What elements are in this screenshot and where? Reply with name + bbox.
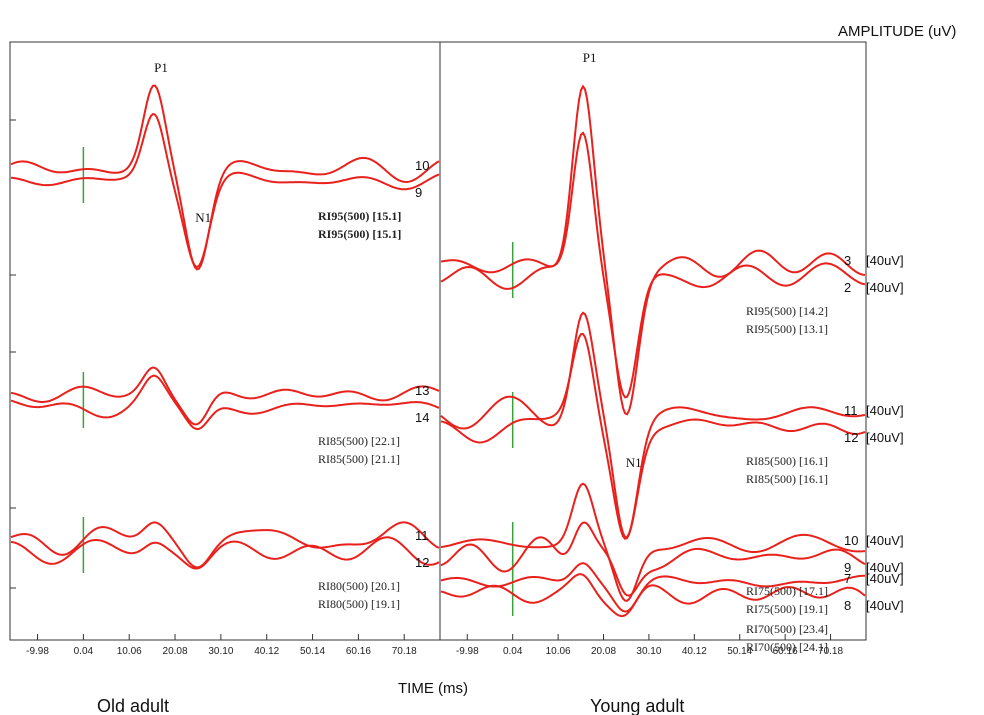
plot-frame [9, 41, 867, 641]
peak-label-n1: N1 [195, 210, 211, 225]
x-tick-label: 20.08 [163, 646, 188, 657]
trace-labels: RI95(500) [15.1] RI95(500) [15.1] 10 9 RI85(… [154, 50, 903, 654]
waveform-trace [440, 332, 866, 540]
x-tick-label: 0.04 [503, 646, 523, 657]
trace-scale: [40uV] [866, 280, 904, 295]
trace-number: 9 [844, 560, 851, 575]
trace-label: RI75(500) [17.1] [746, 584, 828, 598]
waveform-trace [440, 521, 866, 597]
trace-label: RI80(500) [20.1] [318, 579, 400, 593]
x-tick-label: 20.08 [591, 646, 616, 657]
x-tick-label: 10.06 [546, 646, 571, 657]
waveform-trace [440, 562, 865, 613]
x-tick-label: 0.04 [74, 646, 94, 657]
trace-label: RI85(500) [21.1] [318, 452, 400, 466]
trace-label: RI95(500) [14.2] [746, 304, 828, 318]
trace-label: RI85(500) [16.1] [746, 472, 828, 486]
trace-scale: [40uV] [866, 598, 904, 613]
trace-scale: [40uV] [866, 533, 904, 548]
trace-number: 12 [844, 430, 858, 445]
waveform-trace [440, 84, 866, 416]
trace-label: RI80(500) [19.1] [318, 597, 400, 611]
x-tick-label: -9.98 [456, 646, 479, 657]
trace-label: RI70(500) [24.1] [746, 640, 828, 654]
trace-number: 3 [844, 253, 851, 268]
x-tick-label: 60.16 [773, 646, 798, 657]
waveform-trace [440, 573, 866, 618]
x-tick-label: 60.16 [346, 646, 371, 657]
trace-label: RI85(500) [22.1] [318, 434, 400, 448]
trace-number: 13 [415, 383, 429, 398]
panel-title-old: Old adult [97, 696, 169, 715]
trace-label: RI95(500) [13.1] [746, 322, 828, 336]
x-tick-label: 40.12 [254, 646, 279, 657]
trace-label: RI95(500) [15.1] [318, 227, 401, 241]
x-tick-label: 70.18 [818, 646, 843, 657]
trace-number: 7 [844, 571, 851, 586]
waveform-trace [440, 131, 866, 399]
waveform-trace [10, 366, 440, 426]
trace-scale: [40uV] [866, 253, 904, 268]
trace-number: 10 [415, 158, 429, 173]
trace-number: 10 [844, 533, 858, 548]
trace-scale: [40uV] [866, 430, 904, 445]
trace-label: RI95(500) [15.1] [318, 209, 401, 223]
trace-scale: [40uV] [866, 560, 904, 575]
peak-label-p1: P1 [583, 50, 597, 65]
x-tick-label: -9.98 [26, 646, 49, 657]
trace-number: 11 [844, 403, 858, 418]
x-tick-label: 30.10 [208, 646, 233, 657]
trace-label: RI70(500) [23.4] [746, 622, 828, 636]
trace-number: 2 [844, 280, 851, 295]
waveform-trace [10, 112, 440, 269]
trace-label: RI75(500) [19.1] [746, 602, 828, 616]
trace-number: 14 [415, 410, 429, 425]
peak-label-p1: P1 [154, 60, 168, 75]
x-tick-label: 10.06 [117, 646, 142, 657]
trace-number: 12 [415, 555, 429, 570]
waveform-traces [10, 84, 866, 618]
trace-label: RI85(500) [16.1] [746, 454, 828, 468]
x-tick-label: 40.12 [682, 646, 707, 657]
x-tick-label: 50.14 [727, 646, 752, 657]
panel-title-young: Young adult [590, 696, 684, 715]
trace-scale: [40uV] [866, 403, 904, 418]
x-tick-label: 50.14 [300, 646, 325, 657]
waveform-trace [10, 521, 440, 569]
trace-scale: [40uV] [866, 571, 904, 586]
waveform-trace [10, 84, 440, 271]
y-axis-title: AMPLITUDE (uV) [838, 23, 956, 40]
outer-frame [9, 41, 867, 641]
trace-number: 11 [415, 528, 429, 543]
trace-number: 8 [844, 598, 851, 613]
trace-number: 9 [415, 185, 422, 200]
waveform-trace [440, 482, 866, 602]
x-tick-label: 70.18 [392, 646, 417, 657]
waveform-trace [440, 311, 866, 539]
waveform-trace [10, 536, 440, 570]
peak-label-n1: N1 [626, 455, 642, 470]
x-axis-title: TIME (ms) [398, 680, 468, 697]
x-axis-ticks: -9.98 0.04 10.06 20.08 30.10 40.12 50.14 60.16 7… [26, 634, 844, 657]
x-tick-label: 30.10 [636, 646, 661, 657]
waveform-trace [10, 374, 440, 431]
